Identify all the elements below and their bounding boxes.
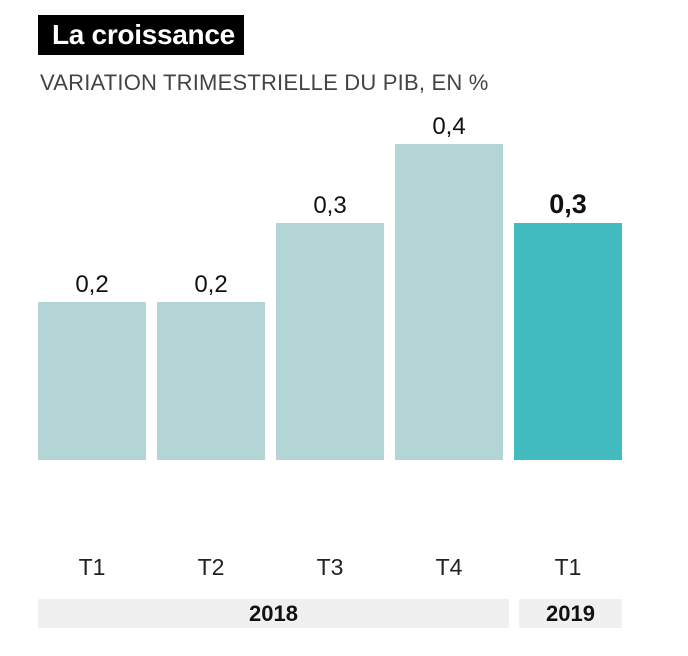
- data-label-3: 0,3: [313, 192, 346, 219]
- chart-subtitle: VARIATION TRIMESTRIELLE DU PIB, EN %: [40, 70, 489, 95]
- bar-3: [276, 223, 384, 460]
- data-label-2: 0,2: [194, 271, 227, 298]
- chart-title: La croissance: [38, 15, 244, 55]
- category-label-2: T2: [198, 554, 225, 580]
- data-label-4: 0,4: [432, 113, 465, 140]
- data-label-5: 0,3: [549, 189, 587, 219]
- category-label-5: T1: [555, 554, 582, 580]
- bar-5: [514, 223, 622, 460]
- category-label-3: T3: [317, 554, 344, 580]
- year-band-2019: 2019: [519, 599, 622, 628]
- data-label-1: 0,2: [75, 271, 108, 298]
- category-label-1: T1: [79, 554, 106, 580]
- year-band-2018: 2018: [38, 599, 509, 628]
- bar-4: [395, 144, 503, 460]
- bar-2: [157, 302, 265, 460]
- bar-1: [38, 302, 146, 460]
- category-label-4: T4: [436, 554, 463, 580]
